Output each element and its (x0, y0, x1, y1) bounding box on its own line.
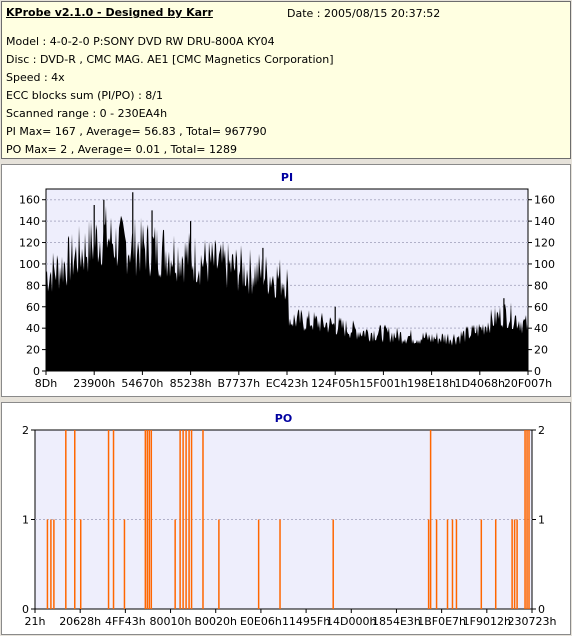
range-line: Scanned range : 0 - 230EA4h (6, 107, 168, 120)
pi-xtick-label-9: 1D4068h (455, 377, 505, 390)
pi-chart-panel: PI 0 0 20 20 40 40 60 60 80 80 100 100 120 120 140 140 16… (1, 164, 571, 397)
pi-ytick-label-right-1: 20 (534, 344, 548, 357)
po-ytick-label-right-2: 2 (538, 424, 545, 437)
po-xtick-label-0: 21h (25, 615, 46, 628)
pi-ytick-label-right-7: 140 (534, 215, 555, 228)
po-xtick-label-10: 1F9012h (463, 615, 511, 628)
pi-ytick-label-left-4: 80 (26, 279, 40, 292)
po-ytick-label-left-1: 1 (22, 514, 29, 527)
app-title: KProbe v2.1.0 - Designed by Karr (6, 6, 213, 19)
disc-line: Disc : DVD-R , CMC MAG. AE1 [CMC Magneti… (6, 53, 334, 66)
pi-ytick-label-right-5: 100 (534, 258, 555, 271)
pi-xtick-label-5: EC423h (266, 377, 309, 390)
pi-xtick-label-8: 198E18h (407, 377, 456, 390)
pi-xtick-label-4: B7737h (218, 377, 261, 390)
pi-ytick-label-left-3: 60 (26, 301, 40, 314)
pi-ytick-label-right-2: 40 (534, 322, 548, 335)
po-ytick-label-left-0: 0 (22, 603, 29, 616)
pi-ytick-label-left-6: 120 (19, 237, 40, 250)
pi-ytick-label-left-0: 0 (33, 365, 40, 378)
po-ytick-label-right-1: 1 (538, 514, 545, 527)
pi-ytick-label-left-7: 140 (19, 215, 40, 228)
pi-xtick-label-2: 54670h (121, 377, 163, 390)
po-xtick-label-7: 14D000h (326, 615, 376, 628)
pi-ytick-label-right-4: 80 (534, 279, 548, 292)
po-ytick-label-right-0: 0 (538, 603, 545, 616)
speed-line: Speed : 4x (6, 71, 65, 84)
po-xtick-label-2: 4FF43h (105, 615, 146, 628)
pi-title: PI (281, 171, 293, 184)
po-xtick-label-4: B0020h (194, 615, 237, 628)
po-xtick-label-1: 20628h (59, 615, 101, 628)
pi-xtick-label-3: 85238h (170, 377, 212, 390)
ecc-line: ECC blocks sum (PI/PO) : 8/1 (6, 89, 163, 102)
po-ytick-label-left-2: 2 (22, 424, 29, 437)
po-xtick-label-5: E0E06h (240, 615, 282, 628)
pi-xtick-label-6: 124F05h (311, 377, 359, 390)
pi-xtick-label-10: 20F007h (504, 377, 552, 390)
pi-ytick-label-right-8: 160 (534, 194, 555, 207)
pi-stats-line: PI Max= 167 , Average= 56.83 , Total= 96… (6, 125, 267, 138)
po-xtick-label-6: 11495Fh (282, 615, 330, 628)
pi-ytick-label-left-8: 160 (19, 194, 40, 207)
po-xtick-label-3: 80010h (150, 615, 192, 628)
po-xtick-label-9: 1BF0E7h (417, 615, 466, 628)
info-panel: KProbe v2.1.0 - Designed by Karr Date : … (1, 1, 571, 159)
scan-date: Date : 2005/08/15 20:37:52 (287, 7, 441, 20)
po-chart: PO 0 0 1 1 2 2 21h 20628h 4FF43h 80010h B0020h E0E06… (22, 412, 557, 628)
po-chart-panel: PO 0 0 1 1 2 2 21h 20628h 4FF43h 80010h B0020h E0E06… (1, 402, 571, 635)
po-stats-line: PO Max= 2 , Average= 0.01 , Total= 1289 (6, 143, 237, 156)
po-xtick-label-11: 230723h (508, 615, 557, 628)
pi-ytick-label-left-2: 40 (26, 322, 40, 335)
pi-ytick-label-left-5: 100 (19, 258, 40, 271)
pi-xtick-label-7: 15F001h (359, 377, 407, 390)
pi-ytick-label-right-3: 60 (534, 301, 548, 314)
pi-xtick-label-1: 23900h (73, 377, 115, 390)
pi-chart: PI 0 0 20 20 40 40 60 60 80 80 100 100 120 120 140 140 16… (19, 171, 555, 390)
po-xtick-label-8: 1854E3h (372, 615, 421, 628)
pi-ytick-label-right-6: 120 (534, 237, 555, 250)
pi-xtick-label-0: 8Dh (35, 377, 57, 390)
model-line: Model : 4-0-2-0 P:SONY DVD RW DRU-800A K… (6, 35, 275, 48)
pi-area-series (46, 205, 528, 371)
po-title: PO (275, 412, 292, 425)
pi-ytick-label-right-0: 0 (534, 365, 541, 378)
pi-ytick-label-left-1: 20 (26, 344, 40, 357)
